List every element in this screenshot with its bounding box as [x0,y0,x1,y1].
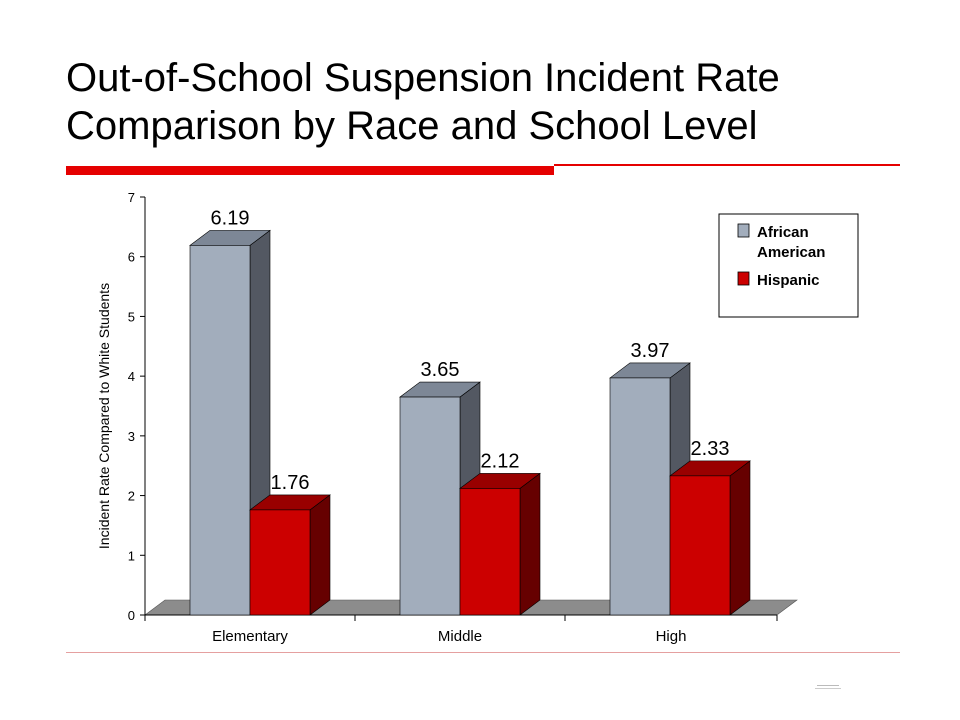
data-label: 2.33 [691,438,730,460]
data-label: 1.76 [271,472,310,494]
bar [669,475,731,616]
y-tick-label: 4 [128,369,135,384]
y-tick-label: 7 [128,190,135,205]
bar-side [309,494,331,616]
y-tick-label: 5 [128,309,135,324]
footer-rule [66,652,900,653]
y-tick-label: 1 [128,548,135,563]
data-label: 3.65 [421,359,460,381]
x-category-label: Elementary [212,628,288,645]
bar [249,509,311,616]
title-underline-thin [554,164,900,166]
slide-title: Out-of-School Suspension Incident Rate C… [66,56,780,148]
bar-side [729,460,751,616]
y-tick-label: 3 [128,429,135,444]
y-tick-label: 0 [128,608,135,623]
data-label: 2.12 [481,450,520,472]
bar-side [519,472,541,616]
data-label: 6.19 [211,207,250,229]
footer-logo-mark [815,685,841,689]
bar [459,488,521,616]
legend-swatch [737,271,750,286]
data-label: 3.97 [631,340,670,362]
bar [189,245,251,616]
legend-swatch [737,223,750,238]
bar [609,377,671,616]
legend-label: Hispanic [757,272,820,289]
y-axis-title: Incident Rate Compared to White Students [96,283,112,549]
bar [399,396,461,616]
y-tick-label: 6 [128,250,135,265]
y-tick-label: 2 [128,489,135,504]
legend-label: African American [757,224,825,261]
title-underline-thick [66,166,554,175]
x-category-label: Middle [438,628,482,645]
x-category-label: High [656,628,687,645]
